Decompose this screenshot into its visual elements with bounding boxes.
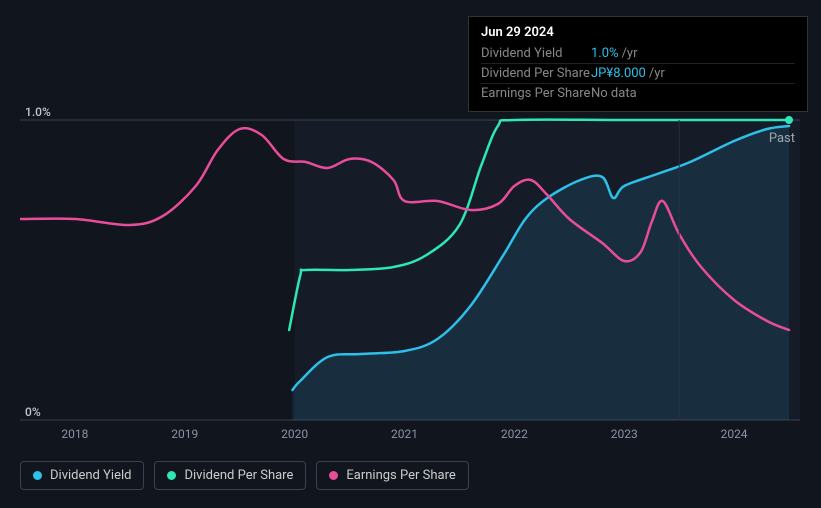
tooltip-row-value: 1.0%: [591, 46, 619, 61]
svg-text:2024: 2024: [721, 427, 748, 440]
svg-text:2020: 2020: [281, 427, 308, 440]
legend-item-label: Earnings Per Share: [346, 468, 455, 483]
tooltip-row: Earnings Per ShareNo data: [481, 83, 795, 103]
tooltip-row-value: JP¥8.000: [591, 66, 646, 81]
svg-text:0%: 0%: [25, 405, 41, 419]
legend-item[interactable]: Earnings Per Share: [316, 461, 468, 490]
tooltip-row-label: Dividend Per Share: [481, 66, 591, 81]
svg-text:2018: 2018: [61, 427, 88, 440]
past-label: Past: [769, 131, 795, 146]
tooltip-rows: Dividend Yield1.0%/yrDividend Per ShareJ…: [481, 44, 795, 103]
tooltip-row: Dividend Per ShareJP¥8.000/yr: [481, 63, 795, 83]
legend-item[interactable]: Dividend Yield: [20, 461, 144, 490]
tooltip-row: Dividend Yield1.0%/yr: [481, 44, 795, 63]
legend-item[interactable]: Dividend Per Share: [154, 461, 306, 490]
tooltip: Jun 29 2024 Dividend Yield1.0%/yrDividen…: [468, 16, 808, 112]
tooltip-row-suffix: /yr: [622, 46, 638, 61]
svg-text:2022: 2022: [501, 427, 528, 440]
svg-text:2021: 2021: [391, 427, 418, 440]
svg-text:2023: 2023: [611, 427, 638, 440]
tooltip-row-suffix: /yr: [649, 66, 665, 81]
legend-item-label: Dividend Yield: [50, 468, 131, 483]
tooltip-row-label: Earnings Per Share: [481, 86, 591, 101]
tooltip-row-value: No data: [591, 86, 637, 101]
tooltip-date: Jun 29 2024: [481, 25, 795, 40]
tooltip-row-label: Dividend Yield: [481, 46, 591, 61]
legend-dot-icon: [167, 471, 176, 480]
svg-text:2019: 2019: [171, 427, 198, 440]
svg-text:1.0%: 1.0%: [25, 105, 51, 119]
legend-dot-icon: [329, 471, 338, 480]
legend-dot-icon: [33, 471, 42, 480]
legend-item-label: Dividend Per Share: [184, 468, 293, 483]
legend: Dividend Yield Dividend Per Share Earnings…: [20, 461, 469, 490]
